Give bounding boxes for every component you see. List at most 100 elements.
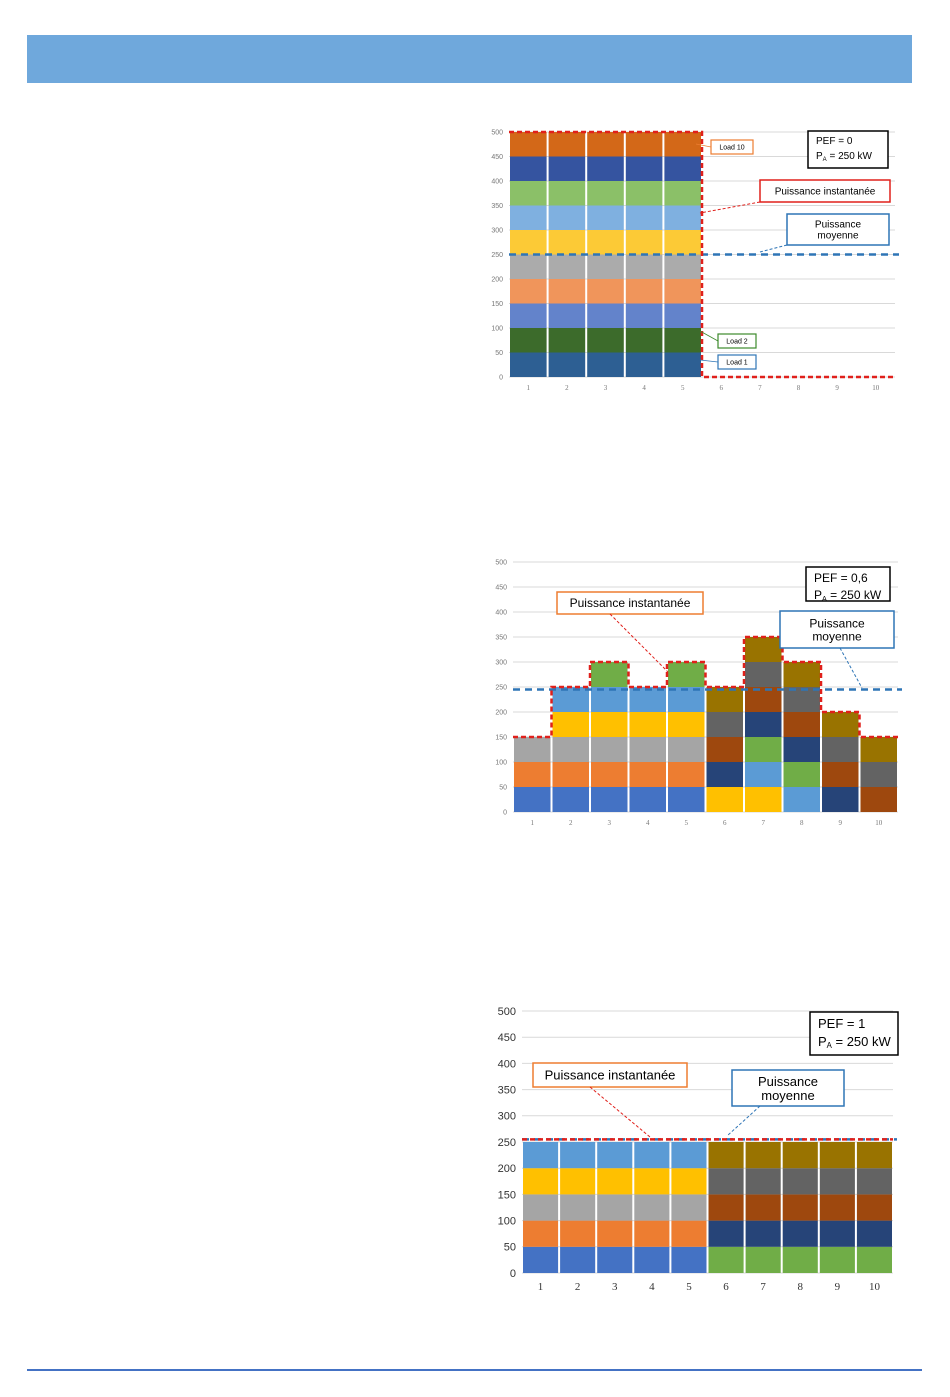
bar-segment (634, 1194, 670, 1221)
bar-segment (510, 132, 547, 157)
bar-segment (708, 1220, 744, 1247)
avg-label-line2: moyenne (817, 231, 859, 242)
avg-leader-line (839, 647, 863, 689)
bar-segment (629, 737, 666, 762)
y-tick-label: 200 (491, 276, 503, 283)
bar-segment (510, 230, 547, 255)
bar-segment (523, 1246, 559, 1273)
bar-segment (822, 762, 859, 787)
bar-segment (548, 254, 586, 279)
bar-segment (745, 1168, 781, 1195)
y-tick-label: 200 (498, 1163, 516, 1175)
y-tick-label: 300 (495, 659, 507, 666)
bar-segment (822, 712, 859, 737)
bar-segment (587, 303, 624, 328)
bar-segment (783, 687, 820, 712)
bar-segment (523, 1142, 559, 1169)
bar-segment (745, 1194, 781, 1221)
bar-segment (560, 1142, 596, 1169)
bar-segment (783, 787, 820, 812)
y-tick-label: 0 (499, 374, 503, 381)
bar-segment (629, 687, 666, 712)
bar-segment (625, 205, 663, 230)
bar-segment (552, 737, 589, 762)
bar-segment (745, 687, 782, 712)
chart-2: 0 50 100 150 200 250 300 350 400 450 500 1 2 3 4 5 6 7 8 9 1… (495, 559, 902, 827)
x-tick-label: 4 (649, 1281, 655, 1293)
bar-segment (510, 279, 547, 304)
x-tick-label: 6 (723, 819, 727, 827)
bar-segment (745, 1142, 781, 1169)
bar-segment (856, 1220, 892, 1247)
bar-segment (856, 1142, 892, 1169)
bar-segment (782, 1194, 818, 1221)
load-label: Load 1 (726, 360, 748, 367)
avg-label-box (779, 610, 895, 649)
bar-segment (782, 1142, 818, 1169)
bar-segment (664, 205, 701, 230)
bar-segment (510, 303, 547, 328)
y-tick-label: 0 (503, 809, 507, 816)
bar-segment (591, 687, 628, 712)
bar-segment (591, 712, 628, 737)
x-tick-label: 8 (797, 384, 801, 392)
bar-segment (745, 712, 782, 737)
bar-segment (634, 1220, 670, 1247)
inst-leader-line (609, 613, 669, 673)
bar-segment (597, 1168, 633, 1195)
bar-segment (634, 1168, 670, 1195)
x-tick-label: 9 (835, 1281, 841, 1293)
x-tick-label: 3 (612, 1281, 618, 1293)
y-tick-label: 250 (495, 684, 507, 691)
load-label: Load 2 (726, 339, 748, 346)
x-tick-label: 9 (835, 384, 839, 392)
y-tick-label: 350 (498, 1084, 516, 1096)
y-tick-label: 0 (510, 1268, 516, 1280)
bar-segment (671, 1220, 707, 1247)
x-tick-label: 5 (686, 1281, 692, 1293)
bar-segment (514, 737, 551, 762)
bar-segment (587, 230, 624, 255)
x-tick-label: 1 (527, 384, 531, 392)
x-tick-label: 2 (565, 384, 569, 392)
bar-segment (668, 662, 705, 687)
y-tick-label: 400 (495, 609, 507, 616)
bar-segment (587, 352, 624, 377)
pa-label: PA = 250 kW (814, 588, 882, 603)
y-tick-label: 400 (498, 1058, 516, 1070)
bar-segment (745, 1246, 781, 1273)
bar-segment (706, 737, 743, 762)
x-tick-label: 1 (538, 1281, 544, 1293)
y-tick-label: 450 (495, 584, 507, 591)
bar-segment (856, 1168, 892, 1195)
bar-segment (664, 328, 701, 353)
bar-segment (548, 279, 586, 304)
inst-label-box (556, 591, 704, 615)
pef-label: PEF = 1 (818, 1016, 865, 1031)
bar-segment (782, 1220, 818, 1247)
bar-segment (591, 787, 628, 812)
x-tick-label: 3 (608, 819, 612, 827)
x-tick-label: 6 (723, 1281, 729, 1293)
bar-segment (625, 254, 663, 279)
y-tick-label: 100 (491, 325, 503, 332)
inst-label: Puissance instantanée (545, 1068, 676, 1083)
bar-segment (629, 787, 666, 812)
bar-segment (625, 230, 663, 255)
bar-segment (560, 1220, 596, 1247)
bar-segment (822, 787, 859, 812)
bar-segment (548, 132, 586, 157)
bar-segment (664, 279, 701, 304)
y-tick-label: 150 (495, 734, 507, 741)
load-leader-line (699, 330, 719, 342)
bar-segment (664, 156, 701, 181)
bar-segment (745, 662, 782, 687)
bar-segment (591, 762, 628, 787)
inst-leader-line (699, 201, 761, 214)
bar-segment (668, 712, 705, 737)
bar-segment (625, 132, 663, 157)
bar-segment (668, 737, 705, 762)
y-tick-label: 300 (491, 227, 503, 234)
inst-label: Puissance instantanée (570, 596, 691, 610)
pef-box (809, 1011, 899, 1056)
